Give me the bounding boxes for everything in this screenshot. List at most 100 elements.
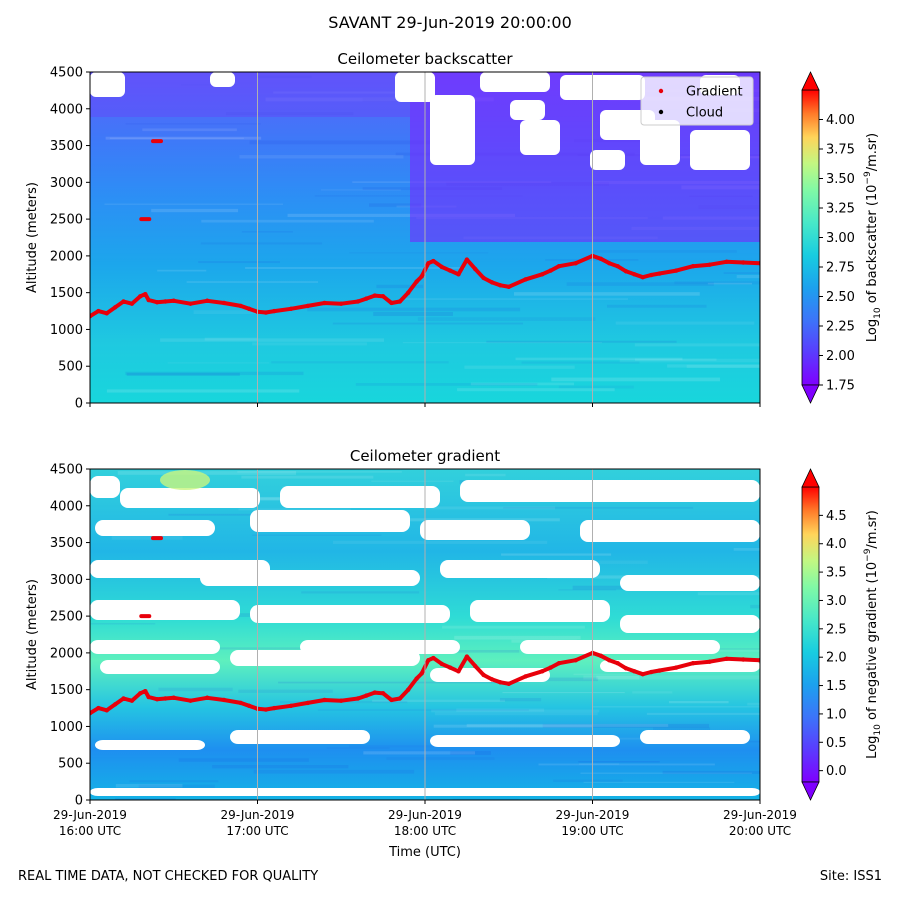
texture-streak [307, 307, 521, 312]
y-tick-label: 4000 [50, 102, 83, 117]
texture-streak [273, 91, 426, 94]
texture-streak [553, 779, 623, 782]
no-data-gap [460, 480, 760, 502]
gradient-point [464, 654, 470, 659]
no-data-gap [510, 100, 545, 120]
gradient-point [305, 700, 310, 706]
gradient-point [288, 703, 294, 709]
x-tick-label-time: 19:00 UTC [561, 824, 623, 838]
gradient-point [146, 694, 151, 700]
colorbar-tick-label: 1.5 [826, 679, 847, 694]
gradient-point [414, 279, 419, 284]
no-data-gap [440, 560, 600, 578]
gradient-marker [139, 217, 152, 222]
gradient-point [707, 262, 712, 267]
texture-streak [109, 137, 244, 140]
gradient-point [380, 294, 386, 299]
texture-streak [237, 471, 402, 473]
no-data-gap [640, 730, 750, 744]
gradient-point [506, 284, 511, 289]
gradient-point [372, 293, 377, 298]
gradient-point [674, 665, 679, 670]
y-tick-label: 4000 [50, 499, 83, 514]
texture-streak [668, 701, 729, 704]
colorbar-tick-label: 4.0 [826, 537, 847, 552]
texture-streak [201, 219, 374, 223]
no-data-gap [250, 605, 450, 623]
no-data-gap [280, 486, 440, 508]
x-tick-label-time: 20:00 UTC [729, 824, 791, 838]
gradient-point [205, 298, 210, 303]
no-data-gap [620, 575, 760, 591]
y-tick-label: 0 [75, 397, 83, 412]
gradient-point [171, 298, 176, 303]
y-tick-label: 1500 [50, 286, 83, 301]
gradient-point [489, 280, 495, 285]
texture-streak [373, 312, 453, 316]
texture-streak [578, 761, 660, 763]
texture-streak [265, 97, 494, 102]
gradient-point [205, 695, 210, 700]
no-data-gap [440, 140, 465, 160]
gradient-point [439, 661, 444, 667]
no-data-gap [90, 72, 125, 97]
texture-streak [174, 647, 332, 650]
no-data-gap [395, 72, 435, 102]
texture-streak [238, 689, 333, 693]
no-data-gap [580, 520, 760, 542]
gradient-point [447, 268, 453, 273]
gradient-point [305, 303, 310, 309]
texture-streak [361, 518, 560, 522]
texture-streak [580, 772, 752, 774]
y-tick-label: 0 [75, 794, 83, 809]
no-data-gap [250, 510, 410, 532]
gradient-point [364, 693, 369, 698]
gradient-point [556, 660, 562, 666]
gradient-point [690, 660, 696, 666]
gradient-point [112, 702, 118, 707]
texture-streak [301, 591, 420, 594]
figure-title: SAVANT 29-Jun-2019 20:00:00 [328, 13, 572, 32]
gradient-point [138, 294, 143, 299]
site-label: Site: ISS1 [819, 869, 882, 884]
gradient-point [607, 658, 612, 663]
texture-streak [349, 252, 489, 254]
texture-streak [160, 338, 385, 342]
gradient-point [707, 659, 712, 664]
gradient-point [481, 275, 486, 281]
texture-streak [278, 681, 508, 684]
texture-streak [105, 136, 262, 140]
colorbar-label: Log10 of backscatter (10−9/m.sr) [863, 133, 883, 342]
gradient-point [431, 655, 436, 661]
low-signal-region [90, 72, 410, 117]
colorbar-tick-label: 2.0 [826, 651, 847, 666]
gradient-point [473, 663, 478, 669]
texture-streak [457, 388, 615, 392]
texture-streak [271, 361, 449, 364]
colorbar-tick-label: 3.25 [826, 202, 855, 217]
texture-streak [632, 691, 673, 694]
texture-streak [332, 322, 524, 325]
gradient-point [573, 658, 578, 663]
gradient-point [221, 697, 227, 703]
bright-patch [160, 470, 210, 490]
texture-streak [452, 798, 519, 800]
y-tick-label: 3000 [50, 176, 83, 191]
texture-streak [499, 698, 542, 702]
gradient-point [364, 296, 369, 301]
y-tick-label: 1500 [50, 683, 83, 698]
colorbar-scale [801, 89, 820, 386]
texture-streak [204, 337, 258, 341]
colorbar-tick-label: 0.5 [826, 736, 847, 751]
texture-streak [486, 340, 677, 343]
gradient-point [724, 259, 729, 264]
x-tick-label-date: 29-Jun-2019 [556, 808, 630, 822]
texture-streak [434, 712, 598, 716]
colorbar-tick-label: 0.0 [826, 764, 847, 779]
colorbar-tick-label: 2.50 [826, 290, 855, 305]
gradient-point [188, 698, 193, 703]
colorbar-tick-label: 1.0 [826, 707, 847, 722]
legend: Gradient Cloud [640, 76, 754, 126]
gradient-point [741, 657, 746, 662]
gradient-point [757, 261, 760, 266]
